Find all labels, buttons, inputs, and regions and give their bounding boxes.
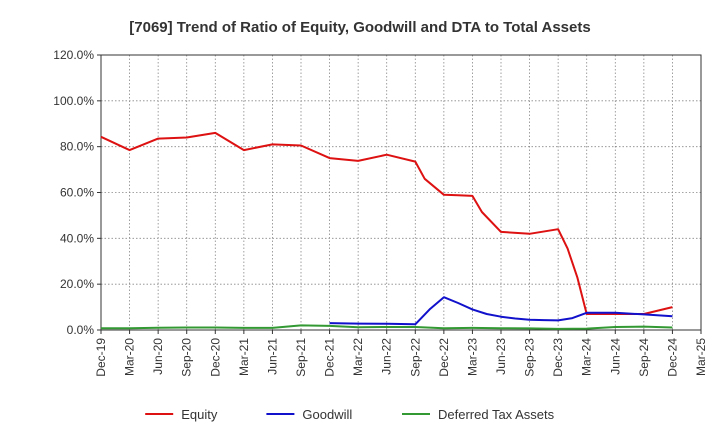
y-tick-label: 20.0%: [60, 277, 94, 291]
x-tick-label: Sep-24: [637, 338, 651, 377]
grid-layer: [101, 54, 701, 330]
y-tick-label: 40.0%: [60, 231, 94, 245]
x-tick-label: Mar-21: [237, 338, 251, 376]
plot-frame: [100, 54, 702, 331]
y-tick-label: 0.0%: [67, 323, 95, 337]
x-tick-label: Jun-24: [608, 338, 622, 375]
x-tick-label: Jun-22: [380, 338, 394, 375]
x-tick-label: Sep-21: [294, 338, 308, 377]
legend-label-deferred-tax-assets: Deferred Tax Assets: [438, 407, 555, 422]
legend-label-goodwill: Goodwill: [302, 407, 352, 422]
series-layer: [100, 131, 673, 330]
series-line-goodwill: [329, 296, 673, 326]
x-tick-label: Jun-23: [494, 338, 508, 375]
series-line-equity: [100, 131, 673, 315]
x-tick-label: Jun-21: [265, 338, 279, 375]
x-tick-label: Dec-22: [437, 338, 451, 377]
legend-label-equity: Equity: [181, 407, 218, 422]
x-tick-label: Mar-23: [465, 338, 479, 376]
x-tick-label: Dec-21: [323, 338, 337, 377]
x-tick-label: Mar-22: [351, 338, 365, 376]
series-line-deferred-tax-assets: [101, 324, 673, 330]
x-tick-label: Mar-24: [580, 338, 594, 376]
x-tick-label: Jun-20: [151, 338, 165, 375]
y-tick-label: 120.0%: [53, 48, 94, 62]
x-tick-label: Sep-20: [180, 338, 194, 377]
y-tick-label: 80.0%: [60, 140, 94, 154]
x-tick-label: Dec-20: [208, 338, 222, 377]
x-tick-label: Dec-23: [551, 338, 565, 377]
legend: Equity Goodwill Deferred Tax Assets: [145, 407, 555, 422]
axis-layer: 0.0% 20.0% 40.0% 60.0% 80.0% 100.0% 120.0% Dec-…: [53, 48, 708, 377]
x-tick-label: Mar-25: [694, 338, 708, 376]
y-tick-label: 100.0%: [53, 94, 94, 108]
x-tick-label: Sep-23: [523, 338, 537, 377]
y-tick-label: 60.0%: [60, 186, 94, 200]
x-tick-label: Dec-24: [665, 338, 679, 377]
chart-title: [7069] Trend of Ratio of Equity, Goodwil…: [129, 19, 590, 36]
x-tick-label: Sep-22: [408, 338, 422, 377]
x-tick-label: Mar-20: [123, 338, 137, 376]
x-tick-label: Dec-19: [94, 338, 108, 377]
